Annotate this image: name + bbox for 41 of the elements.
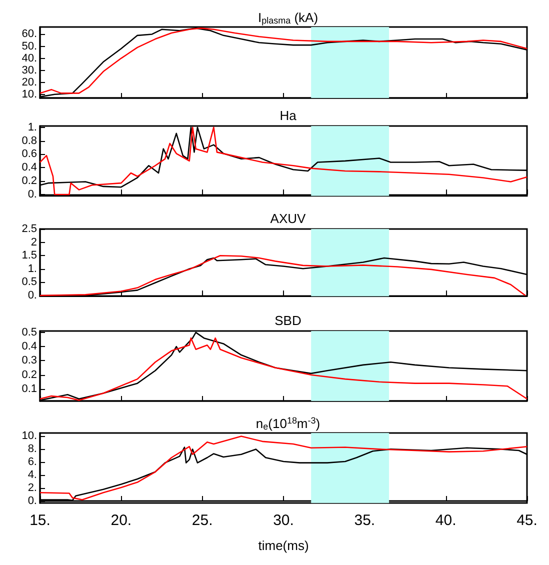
x-tick-label: 35.	[354, 512, 376, 529]
y-tick-label: 0.	[28, 188, 37, 200]
x-tick-label: 15.	[30, 512, 50, 529]
y-tick-label: 1.	[28, 121, 37, 134]
x-tick-label: 30.	[273, 512, 294, 529]
y-tick-label: 0.6	[22, 148, 37, 160]
y-tick-label: 1.5	[22, 250, 37, 262]
y-tick-label: 2	[30, 236, 37, 248]
y-tick-label: 2.	[28, 482, 37, 494]
x-axis-title: time(ms)	[258, 538, 309, 553]
y-tick-label: 0.3	[22, 354, 37, 367]
y-tick-label: 0.2	[22, 368, 37, 381]
y-tick-label: 10.	[22, 430, 37, 442]
y-tick-label: 50.	[22, 40, 37, 52]
x-tick-label: 45.	[516, 512, 538, 529]
y-tick-label: 0.5	[22, 276, 37, 288]
chart-title: Ha	[280, 108, 298, 123]
y-tick-label: 0.1	[22, 382, 37, 395]
y-tick-label: 1.	[28, 262, 37, 275]
x-tick-label: 40.	[435, 512, 456, 529]
y-tick-label: 8.	[28, 443, 37, 456]
y-tick-label: 4.	[28, 469, 37, 482]
chart-title: SBD	[274, 313, 302, 328]
y-tick-label: 0.2	[22, 175, 37, 188]
y-tick-label: 0.4	[22, 340, 37, 353]
y-tick-label: 0.5	[22, 326, 37, 338]
y-tick-label: 60.	[22, 28, 37, 40]
y-tick-label: 10.	[22, 88, 37, 100]
y-tick-label: 0.	[28, 495, 37, 508]
y-tick-label: 0.4	[22, 162, 37, 174]
x-tick-label: 20.	[110, 512, 132, 529]
y-tick-label: 6.	[28, 456, 37, 468]
y-tick-label: 2.5	[22, 223, 37, 235]
chart-title: AXUV	[270, 211, 306, 226]
line-series	[39, 436, 528, 500]
y-tick-label: 0.8	[22, 134, 37, 147]
y-tick-label: 0.	[28, 290, 37, 302]
x-tick-label: 25.	[192, 512, 213, 529]
y-tick-label: 20.	[22, 76, 37, 88]
y-tick-label: 30.	[22, 64, 37, 76]
y-tick-label: 40.	[22, 52, 37, 64]
